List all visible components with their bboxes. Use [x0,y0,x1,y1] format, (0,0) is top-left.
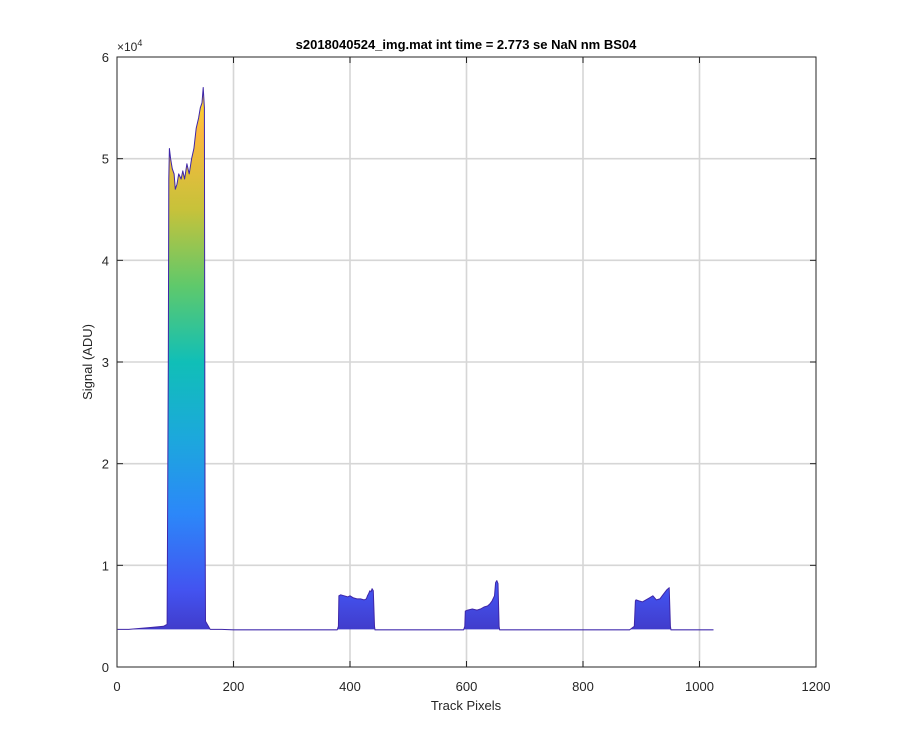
y-axis-label: Signal (ADU) [80,324,95,400]
grid-lines [117,57,816,667]
y-tick-label: 2 [102,457,109,472]
tick-labels: 0 200 400 600 800 1000 1200 0 1 2 3 4 5 6 [102,50,831,694]
x-axis-label: Track Pixels [431,698,502,713]
signal-area [117,87,714,630]
y-tick-label: 3 [102,355,109,370]
x-tick-label: 1000 [685,679,714,694]
x-tick-label: 400 [339,679,361,694]
y-tick-label: 4 [102,253,109,268]
x-tick-label: 600 [456,679,478,694]
chart-title: s2018040524_img.mat int time = 2.773 se … [296,37,637,52]
y-tick-label: 0 [102,660,109,675]
data-layer [117,87,714,631]
x-tick-label: 0 [113,679,120,694]
y-tick-label: 1 [102,558,109,573]
y-axis-exponent: ×104 [117,38,142,54]
y-tick-label: 5 [102,152,109,167]
axis-ticks [116,56,817,668]
x-tick-label: 1200 [802,679,831,694]
signal-line [117,87,714,631]
x-tick-label: 800 [572,679,594,694]
y-tick-label: 6 [102,50,109,65]
x-tick-label: 200 [223,679,245,694]
